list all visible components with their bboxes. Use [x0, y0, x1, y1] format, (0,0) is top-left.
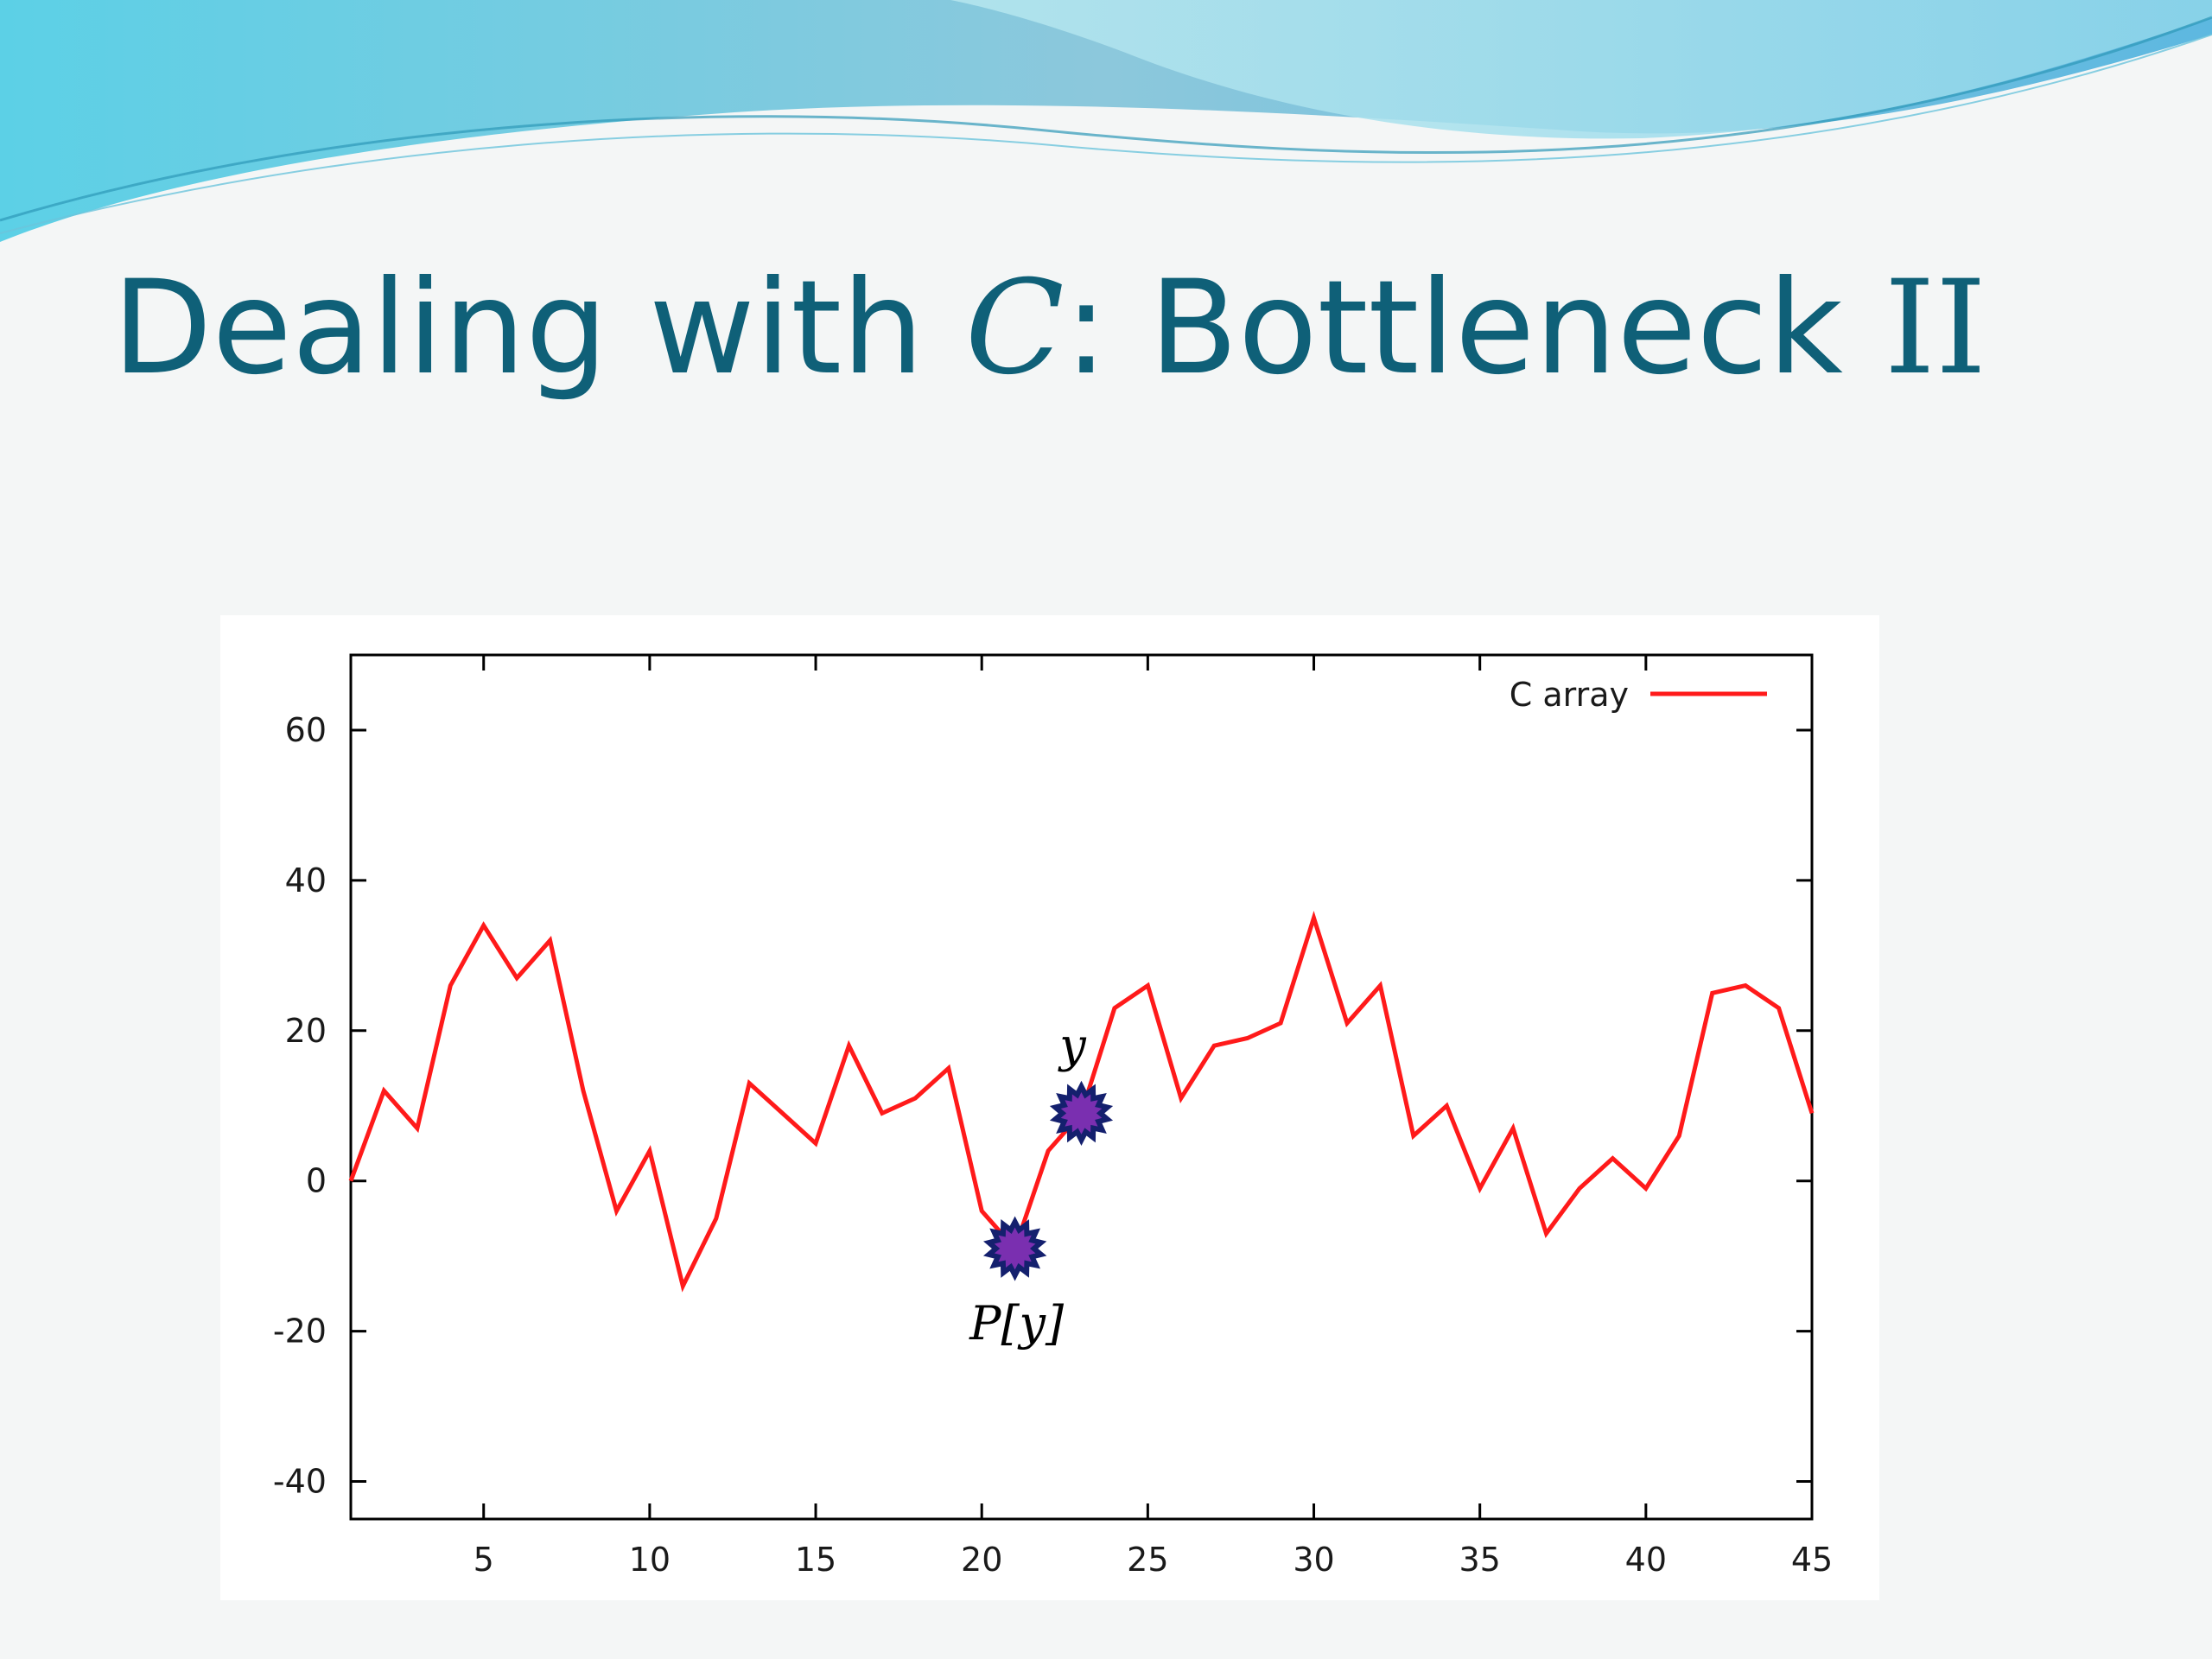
- highlight-marker: [1049, 1080, 1114, 1146]
- slide-title: Dealing with C: Bottleneck II: [112, 264, 1986, 393]
- title-prefix: Dealing with: [112, 253, 965, 404]
- y-axis: -40 -20 0 20 40 60: [273, 711, 1812, 1501]
- annotation-label: P[y]: [969, 1296, 1065, 1351]
- x-tick-label: 5: [474, 1541, 494, 1579]
- y-tick-label: 60: [285, 711, 327, 749]
- x-tick-label: 40: [1625, 1541, 1667, 1579]
- y-tick-label: 20: [285, 1012, 327, 1050]
- title-numeral: II: [1884, 253, 1987, 404]
- figure-panel: [220, 615, 1879, 1600]
- x-tick-label: 35: [1459, 1541, 1501, 1579]
- x-tick-label: 45: [1791, 1541, 1833, 1579]
- plot-frame: [349, 653, 1814, 1521]
- y-tick-label: -20: [273, 1313, 327, 1351]
- y-tick-label: 40: [285, 861, 327, 899]
- title-symbol: C: [964, 253, 1065, 404]
- x-tick-label: 30: [1293, 1541, 1334, 1579]
- title-suffix: : Bottleneck: [1064, 253, 1885, 404]
- header-wave-banner: [0, 0, 2212, 242]
- x-tick-label: 15: [795, 1541, 836, 1579]
- x-tick-label: 25: [1127, 1541, 1168, 1579]
- y-tick-label: -40: [273, 1463, 327, 1501]
- legend-label: C array: [1510, 676, 1629, 714]
- x-tick-label: 20: [961, 1541, 1002, 1579]
- legend: C array: [1510, 676, 1767, 714]
- x-tick-label: 10: [629, 1541, 671, 1579]
- annotation-layer: y P[y]: [969, 1018, 1114, 1351]
- y-tick-label: 0: [306, 1162, 327, 1200]
- annotation-label: y: [1058, 1018, 1087, 1072]
- highlight-marker: [982, 1216, 1047, 1281]
- x-axis: 5 10 15 20 25 30 35 40 45: [474, 655, 1833, 1579]
